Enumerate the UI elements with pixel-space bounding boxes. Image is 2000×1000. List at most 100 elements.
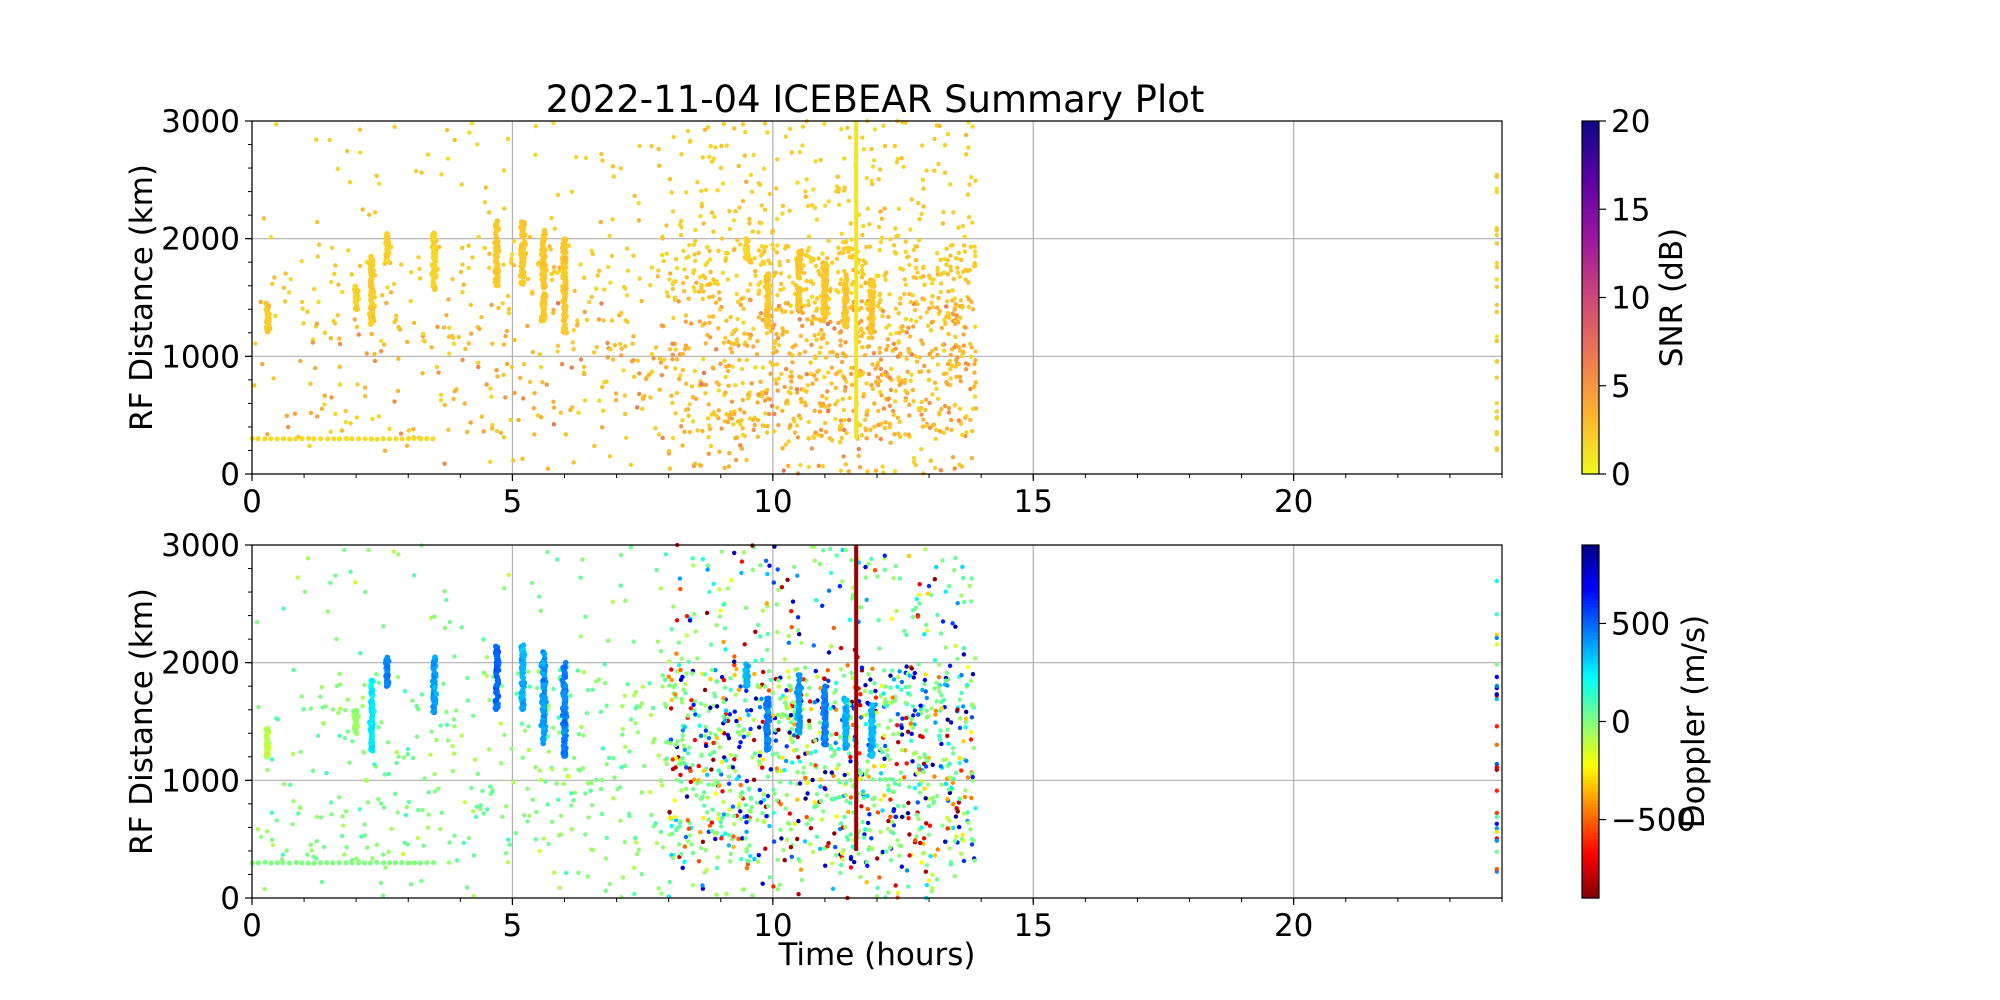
data-point	[411, 427, 416, 432]
data-point	[960, 564, 965, 569]
data-point	[696, 250, 701, 256]
data-point	[876, 723, 881, 728]
data-point	[909, 197, 914, 202]
data-point	[648, 283, 653, 288]
data-point	[674, 618, 680, 623]
data-point	[354, 856, 359, 861]
colorbar-segment	[1582, 344, 1599, 349]
data-point	[945, 796, 950, 802]
data-point	[477, 326, 482, 332]
data-point	[838, 418, 844, 423]
data-point	[795, 770, 800, 775]
data-point	[697, 275, 703, 280]
data-point	[749, 260, 754, 265]
data-point	[870, 362, 875, 367]
data-point	[773, 377, 778, 382]
data-point	[562, 255, 568, 262]
data-point	[717, 783, 722, 788]
data-point	[666, 449, 672, 454]
data-point	[951, 210, 956, 215]
data-point	[798, 867, 804, 872]
data-point	[941, 430, 947, 435]
data-point	[1494, 409, 1500, 414]
data-point	[347, 180, 353, 185]
data-point	[369, 300, 375, 307]
data-point	[635, 405, 640, 410]
data-point	[768, 767, 774, 772]
data-point	[668, 737, 674, 742]
data-point	[761, 166, 767, 171]
data-point	[451, 751, 457, 756]
data-point	[820, 251, 825, 256]
data-point	[860, 789, 866, 794]
data-point	[406, 428, 411, 433]
data-point	[799, 375, 804, 380]
data-point	[877, 247, 882, 253]
data-point	[859, 804, 864, 809]
data-point	[307, 443, 312, 449]
data-point	[414, 704, 419, 709]
data-point	[599, 811, 605, 817]
data-point	[887, 403, 892, 408]
data-point	[438, 827, 443, 832]
data-point	[744, 820, 749, 825]
data-point	[916, 661, 921, 667]
data-point	[830, 886, 836, 891]
data-point	[492, 698, 499, 704]
data-point	[968, 678, 974, 684]
data-point	[612, 775, 617, 780]
data-point	[737, 744, 742, 750]
data-point	[561, 299, 567, 305]
data-point	[777, 882, 782, 888]
data-point	[930, 872, 935, 877]
colorbar-segment	[1582, 238, 1599, 243]
data-point	[605, 264, 611, 270]
data-point	[803, 665, 808, 670]
data-point	[395, 388, 401, 394]
data-point	[699, 188, 704, 194]
data-point	[773, 270, 778, 275]
data-point	[513, 830, 518, 836]
data-point	[826, 408, 831, 414]
data-point	[632, 693, 637, 698]
data-point	[480, 788, 485, 794]
data-point	[940, 619, 946, 624]
data-point	[368, 740, 374, 746]
data-point	[779, 281, 784, 286]
data-point	[802, 400, 808, 405]
data-point	[942, 403, 948, 409]
data-point	[1494, 430, 1500, 435]
data-point	[842, 427, 847, 433]
data-point	[456, 334, 461, 340]
data-point	[889, 819, 895, 825]
colorbar-segment	[1582, 397, 1599, 402]
data-point	[921, 836, 927, 841]
data-point	[663, 552, 669, 557]
data-point	[444, 597, 449, 603]
data-point	[750, 893, 755, 898]
data-point	[903, 249, 909, 254]
data-point	[305, 556, 311, 561]
data-point	[861, 147, 867, 152]
data-point	[796, 297, 803, 304]
data-point	[935, 352, 940, 358]
data-point	[876, 383, 881, 388]
data-point	[760, 765, 765, 770]
data-point	[673, 366, 678, 371]
data-point	[818, 427, 824, 433]
data-point	[734, 666, 739, 672]
data-point	[682, 429, 687, 434]
data-point	[310, 768, 316, 773]
data-point	[424, 436, 430, 442]
data-point	[615, 787, 620, 792]
data-point	[693, 712, 698, 717]
data-point	[744, 814, 750, 819]
data-point	[966, 145, 971, 150]
data-point	[910, 387, 915, 393]
data-point	[795, 471, 801, 476]
data-point	[895, 838, 900, 843]
data-point	[923, 869, 929, 874]
data-point	[501, 262, 506, 267]
data-point	[789, 369, 794, 375]
data-point	[918, 315, 923, 320]
